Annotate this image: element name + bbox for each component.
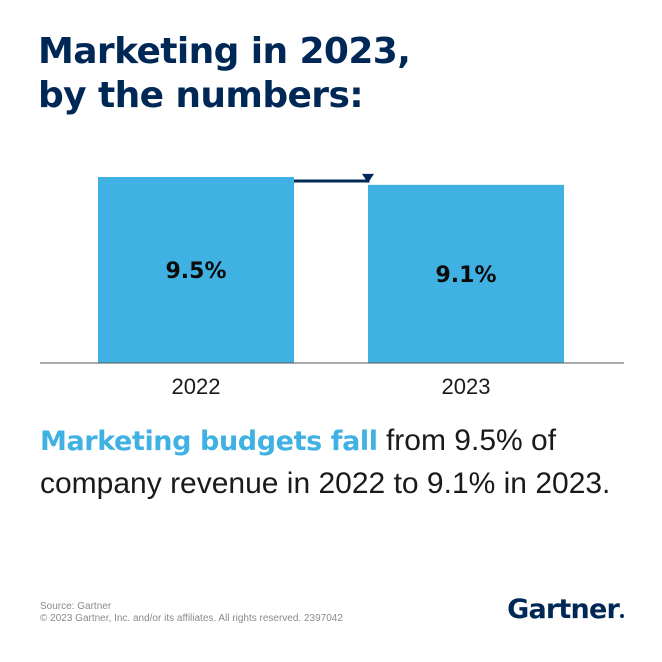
gartner-logo: Gartner [507,594,624,625]
summary-rest: from 9.5% of company revenue in 2022 to … [40,424,611,500]
headline-line-2: by the numbers: [38,75,364,116]
decrease-arrow-head-icon [362,173,374,183]
x-tick-label-2022: 2022 [172,374,221,399]
bar-value-label-2022: 9.5% [165,259,226,284]
bar-2022 [98,177,294,363]
logo-text: Gartner [507,594,620,625]
logo-dot-icon [620,614,624,618]
source-label: Source: Gartner [40,601,112,612]
summary-highlight: Marketing budgets fall [40,426,378,457]
summary-text: Marketing budgets fall from 9.5% of comp… [40,420,640,505]
bar-value-label-2023: 9.1% [435,263,496,288]
page-title: Marketing in 2023, by the numbers: [38,30,411,118]
headline-line-1: Marketing in 2023, [38,31,411,72]
bar-2023 [368,184,564,363]
x-tick-label-2023: 2023 [442,374,491,399]
source-note: Source: Gartner © 2023 Gartner, Inc. and… [40,601,343,625]
decrease-arrow-line [294,175,370,183]
copyright-text: © 2023 Gartner, Inc. and/or its affiliat… [40,613,343,624]
